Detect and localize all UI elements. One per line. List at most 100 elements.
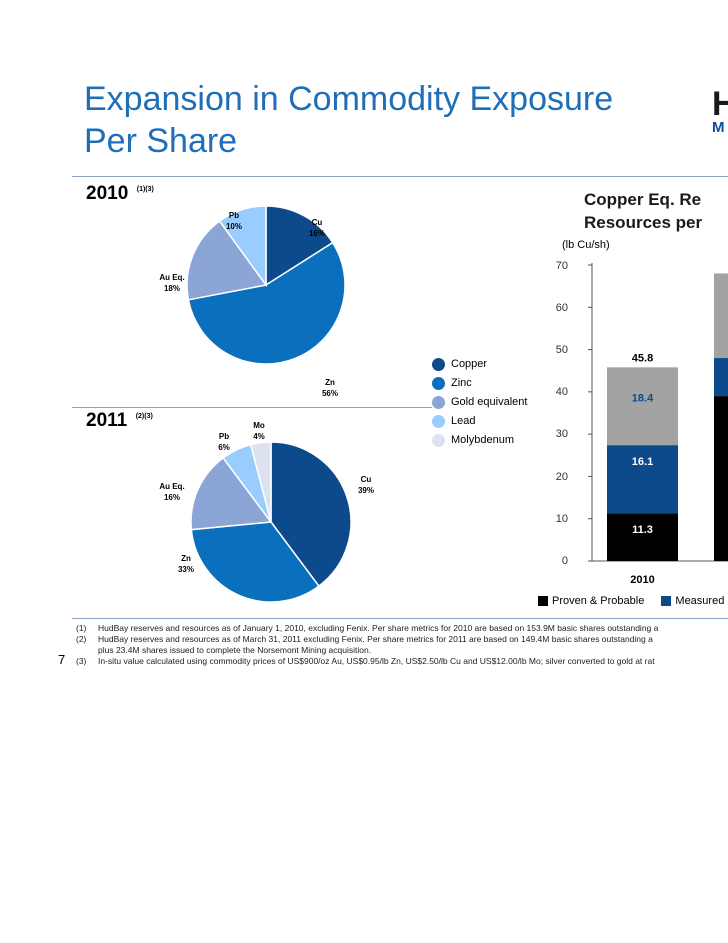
y-tick: 0 <box>561 555 568 567</box>
pie2010-label-aueq: Au Eq. 18% <box>154 272 190 294</box>
pie2011-pb-pct: 6% <box>218 443 230 452</box>
legend-label: Measured <box>675 595 725 607</box>
footnote-text: In-situ value calculated using commodity… <box>98 656 655 666</box>
bar-2010-measured <box>607 445 678 514</box>
footnote-text: HudBay reserves and resources as of Janu… <box>98 623 659 633</box>
pie2011-aueq-pct: 16% <box>163 493 180 502</box>
company-logo-subtext: M <box>712 119 725 136</box>
company-logo: H <box>712 85 728 123</box>
pie2010-pb-pct: 10% <box>225 222 242 231</box>
proven-swatch-icon <box>538 596 548 607</box>
pie2011-pb-name: Pb <box>218 432 230 441</box>
pie2010-cu-pct: 16% <box>308 229 325 238</box>
pie2011-label-pb: Pb 6% <box>212 431 236 453</box>
footnote-num: (3) <box>76 656 87 666</box>
y-tick: 50 <box>555 344 568 356</box>
pie2011-cu-pct: 39% <box>357 486 374 495</box>
legend-item-lead: Lead <box>432 412 527 431</box>
footnote-2-cont: plus 23.4M shares issued to complete the… <box>76 645 658 656</box>
year-2010-label: 2010 <box>86 183 129 204</box>
footnote-3: (3) In-situ value calculated using commod… <box>76 656 658 667</box>
y-tick: 40 <box>555 386 568 398</box>
legend-item-measured: Measured <box>661 595 724 607</box>
page-number: 7 <box>58 652 66 667</box>
zinc-swatch-icon <box>432 376 445 390</box>
footnote-2: (2) HudBay reserves and resources as of M… <box>76 634 658 645</box>
pie2010-slice-zn <box>187 241 346 365</box>
x-category-label: 2010 <box>630 574 654 586</box>
bar-chart-legend: Proven & Probable Measured <box>538 595 724 607</box>
legend-item-gold: Gold equivalent <box>432 393 527 412</box>
y-tick: 10 <box>555 513 568 525</box>
pie2011-label-aueq: Au Eq. 16% <box>154 481 190 503</box>
pie2011-label-mo: Mo 4% <box>247 420 271 442</box>
legend-item-molybdenum: Molybdenum <box>432 431 527 450</box>
pie2010-slice-pb <box>218 205 267 288</box>
legend-label: Gold equivalent <box>451 396 528 408</box>
pie2011-slice-zn <box>190 521 320 603</box>
y-tick: 20 <box>555 471 568 483</box>
bar-2010-proven---probable <box>607 513 678 561</box>
measured-swatch-icon <box>661 596 672 607</box>
pie2010-pb-name: Pb <box>228 211 240 220</box>
footnote-text: HudBay reserves and resources as of Marc… <box>98 634 653 644</box>
bottom-divider <box>72 618 728 619</box>
bar-chart-title-line-2: Resources per <box>584 213 703 232</box>
footnote-num: (2) <box>76 634 87 644</box>
pie2010-label-cu: Cu 16% <box>302 217 332 239</box>
footnote-text: plus 23.4M shares issued to complete the… <box>98 645 372 655</box>
legend-item-proven: Proven & Probable <box>538 595 644 607</box>
pie2011-cu-name: Cu <box>360 475 372 484</box>
footnote-ref-2011: (2)(3) <box>135 413 153 420</box>
bar-2010-inferred <box>607 367 678 446</box>
bar-2011-inferred <box>714 273 728 359</box>
pie2011-slice-cu <box>270 441 352 588</box>
top-divider <box>72 176 728 177</box>
mid-divider <box>72 407 432 408</box>
pie2011-mo-name: Mo <box>253 421 265 430</box>
pie2011-slice-mo <box>249 441 272 523</box>
pie2010-label-zn: Zn 56% <box>315 377 345 399</box>
pie2011-aueq-name: Au Eq. <box>159 482 185 491</box>
pie2010-aueq-pct: 18% <box>163 284 180 293</box>
pie2010-label-pb: Pb 10% <box>219 210 249 232</box>
legend-item-zinc: Zinc <box>432 374 527 393</box>
pie2010-slice-cu <box>265 205 334 287</box>
pie2010-cu-name: Cu <box>311 218 323 227</box>
footnote-num: (1) <box>76 623 87 633</box>
footnotes: (1) HudBay reserves and resources as of J… <box>76 623 658 667</box>
title-line-1: Expansion in Commodity Exposure <box>84 80 614 118</box>
legend-item-copper: Copper <box>432 355 527 374</box>
pie2011-zn-pct: 33% <box>177 565 194 574</box>
bar-value-label: 11.3 <box>632 524 653 536</box>
legend-label: Proven & Probable <box>552 595 645 607</box>
bar-value-label: 18.4 <box>632 392 654 404</box>
pie2010-slice-aueq <box>186 220 268 301</box>
bar-value-label: 16.1 <box>632 456 653 468</box>
y-tick: 60 <box>555 302 568 314</box>
legend-label: Lead <box>451 415 476 427</box>
molybdenum-swatch-icon <box>432 433 445 447</box>
pie2011-slice-aueq <box>190 456 273 531</box>
pie2010-zn-pct: 56% <box>321 389 338 398</box>
legend-label: Molybdenum <box>451 434 514 446</box>
footnote-1: (1) HudBay reserves and resources as of J… <box>76 623 658 634</box>
commodity-legend: Copper Zinc Gold equivalent Lead Molybde… <box>432 355 527 450</box>
page-title: Expansion in Commodity Exposure Per Shar… <box>84 78 613 162</box>
y-tick: 30 <box>555 428 568 440</box>
heading-2011: 2011 (2)(3) <box>86 410 153 432</box>
bar-2011-measured <box>714 358 728 397</box>
bar-chart-title-line-1: Copper Eq. Re <box>584 190 702 209</box>
pie2010-zn-name: Zn <box>325 378 335 387</box>
pie2011-label-cu: Cu 39% <box>352 474 380 496</box>
lead-swatch-icon <box>432 414 445 428</box>
pie2011-label-zn: Zn 33% <box>171 553 201 575</box>
footnote-ref-2010: (1)(3) <box>136 186 154 193</box>
heading-2010: 2010 (1)(3) <box>86 183 154 205</box>
bar-2011-proven---probable <box>714 396 728 561</box>
pie2011-zn-name: Zn <box>181 554 191 563</box>
y-tick: 70 <box>555 260 568 272</box>
